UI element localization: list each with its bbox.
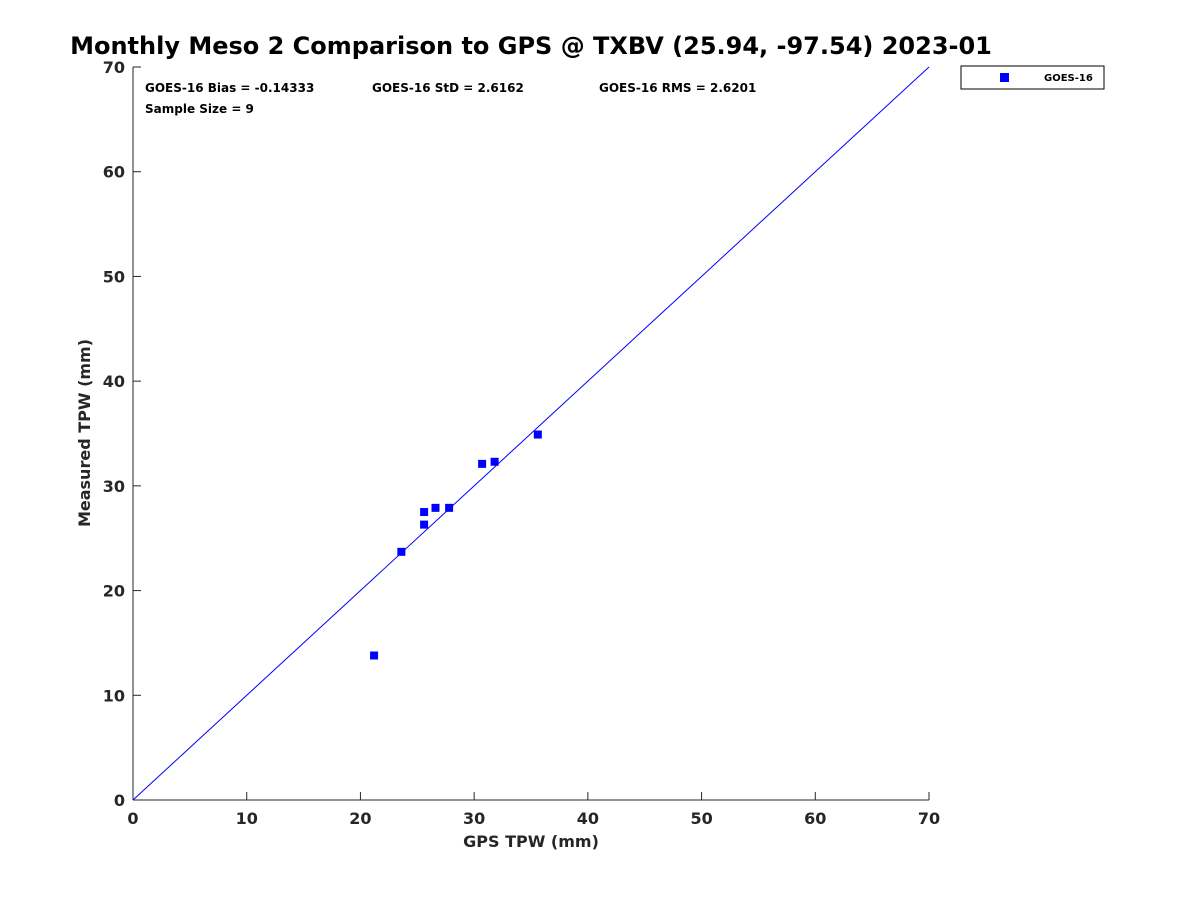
x-tick-label: 0	[127, 809, 138, 828]
stat-rms: GOES-16 RMS = 2.6201	[599, 81, 756, 95]
x-tick-label: 40	[577, 809, 599, 828]
y-tick-label: 30	[103, 477, 125, 496]
x-tick-label: 30	[463, 809, 485, 828]
x-tick-label: 10	[236, 809, 258, 828]
y-tick-label: 10	[103, 686, 125, 705]
chart-title: Monthly Meso 2 Comparison to GPS @ TXBV …	[70, 32, 992, 60]
y-tick-label: 40	[103, 372, 125, 391]
legend: GOES-16	[960, 65, 1105, 90]
y-tick-label: 20	[103, 582, 125, 601]
data-point	[533, 430, 542, 439]
y-tick-label: 0	[114, 791, 125, 810]
y-ticks: 0 10 20 30 40 50 60 70	[103, 58, 141, 810]
x-axis-label: GPS TPW (mm)	[463, 832, 599, 851]
stat-bias: GOES-16 Bias = -0.14333	[145, 81, 314, 95]
y-tick-label: 60	[103, 163, 125, 182]
y-axis-label: Measured TPW (mm)	[75, 339, 94, 527]
data-point	[370, 651, 379, 660]
data-points	[370, 430, 542, 660]
x-tick-label: 70	[918, 809, 940, 828]
data-point	[420, 520, 429, 529]
data-point	[431, 503, 440, 512]
legend-marker-goes16	[1000, 73, 1009, 82]
x-tick-label: 50	[690, 809, 712, 828]
data-point	[420, 508, 429, 517]
stat-sample-size: Sample Size = 9	[145, 102, 254, 116]
stat-std: GOES-16 StD = 2.6162	[372, 81, 524, 95]
legend-box	[960, 65, 1105, 90]
axes	[132, 67, 929, 801]
data-point	[478, 459, 487, 468]
legend-label-goes16: GOES-16	[1044, 73, 1093, 84]
one-to-one-line	[132, 66, 930, 801]
y-tick-label: 70	[103, 58, 125, 77]
x-tick-label: 60	[804, 809, 826, 828]
data-point	[397, 547, 406, 556]
x-tick-label: 20	[349, 809, 371, 828]
data-point	[490, 457, 499, 466]
x-ticks: 0 10 20 30 40 50 60 70	[127, 792, 940, 828]
data-point	[445, 503, 454, 512]
y-tick-label: 50	[103, 267, 125, 286]
